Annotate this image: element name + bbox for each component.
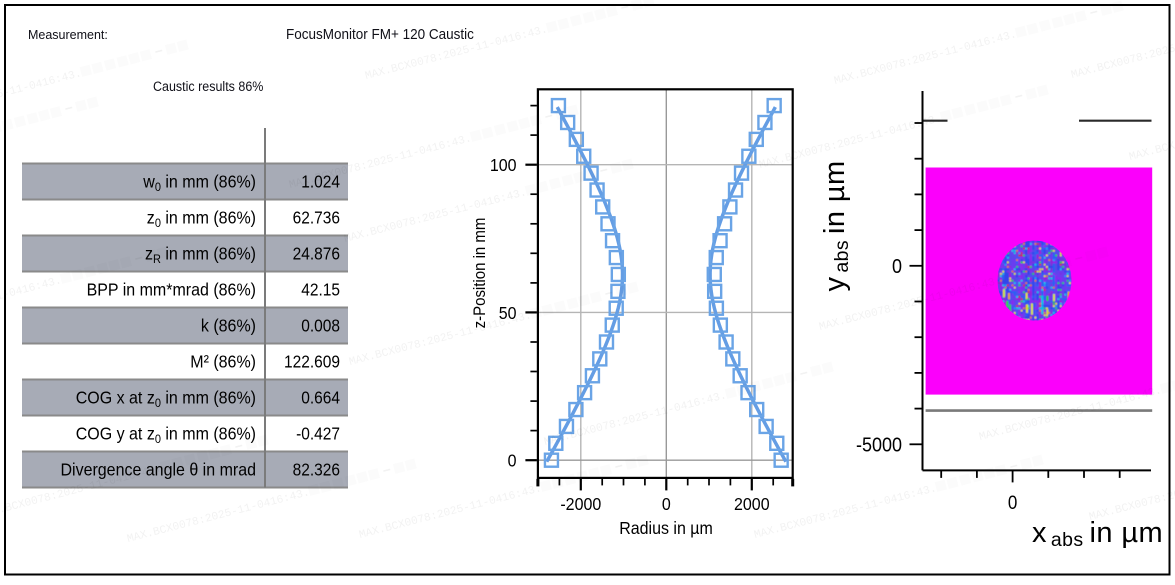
svg-text:0: 0 bbox=[1008, 491, 1017, 513]
svg-text:-0.427: -0.427 bbox=[296, 425, 340, 444]
svg-text:0.008: 0.008 bbox=[301, 317, 340, 336]
svg-text:-5000: -5000 bbox=[856, 433, 902, 456]
svg-text:100: 100 bbox=[490, 155, 517, 175]
svg-text:24.876: 24.876 bbox=[293, 245, 340, 264]
svg-text:0: 0 bbox=[508, 451, 517, 471]
svg-text:z0 in mm (86%): z0 in mm (86%) bbox=[147, 208, 256, 230]
svg-text:122.609: 122.609 bbox=[284, 353, 340, 372]
svg-text:Divergence angle θ in mrad: Divergence angle θ in mrad bbox=[60, 460, 256, 480]
svg-text:M² (86%): M² (86%) bbox=[190, 352, 256, 372]
svg-text:50: 50 bbox=[499, 303, 517, 323]
svg-text:0.664: 0.664 bbox=[301, 389, 340, 408]
svg-text:w0 in mm (86%): w0 in mm (86%) bbox=[142, 172, 256, 194]
svg-text:zR in mm (86%): zR in mm (86%) bbox=[145, 244, 256, 266]
svg-text:z-Position in mm: z-Position in mm bbox=[471, 218, 489, 329]
svg-text:Caustic results 86%: Caustic results 86% bbox=[153, 79, 264, 95]
svg-text:Measurement:: Measurement: bbox=[28, 26, 108, 41]
svg-text:COG x at z0 in mm (86%): COG x at z0 in mm (86%) bbox=[76, 388, 256, 410]
svg-text:82.326: 82.326 bbox=[293, 461, 340, 480]
svg-text:BPP in mm*mrad (86%): BPP in mm*mrad (86%) bbox=[87, 280, 256, 300]
svg-text:FocusMonitor FM+ 120 Caustic: FocusMonitor FM+ 120 Caustic bbox=[286, 25, 474, 41]
svg-text:-2000: -2000 bbox=[560, 494, 601, 514]
svg-text:1.024: 1.024 bbox=[301, 173, 340, 192]
svg-text:62.736: 62.736 bbox=[293, 209, 340, 228]
svg-text:COG y at z0 in mm (86%): COG y at z0 in mm (86%) bbox=[76, 424, 256, 446]
svg-text:2000: 2000 bbox=[734, 494, 770, 514]
svg-text:k (86%): k (86%) bbox=[201, 316, 256, 336]
svg-text:42.15: 42.15 bbox=[301, 281, 340, 300]
svg-text:0: 0 bbox=[662, 494, 671, 514]
svg-text:Radius in µm: Radius in µm bbox=[619, 518, 713, 538]
svg-text:0: 0 bbox=[892, 255, 902, 278]
